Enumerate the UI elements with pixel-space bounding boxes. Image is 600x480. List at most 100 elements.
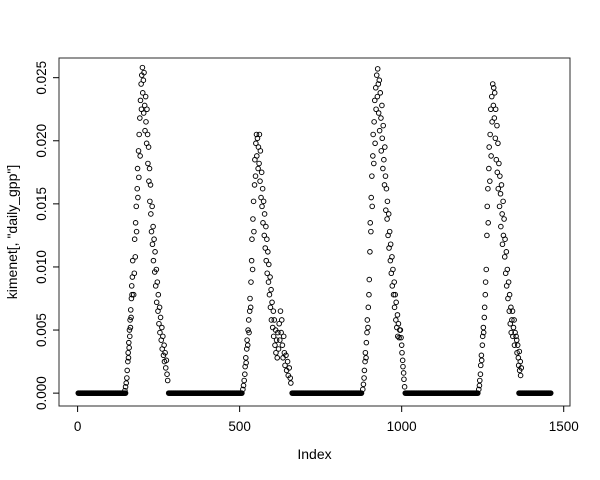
data-point — [390, 266, 396, 273]
data-point — [501, 216, 507, 222]
data-point — [147, 198, 153, 205]
data-point — [152, 249, 158, 255]
y-tick-label: 0.005 — [34, 313, 49, 347]
data-point — [260, 198, 267, 205]
data-point — [361, 375, 367, 381]
data-point — [365, 324, 371, 331]
y-tick-label: 0.020 — [34, 124, 49, 158]
data-point — [248, 257, 255, 264]
data-point — [370, 153, 376, 159]
data-point — [372, 97, 378, 104]
data-point — [491, 115, 498, 121]
data-point — [399, 349, 405, 356]
x-tick-label: 1000 — [387, 419, 417, 434]
data-point — [478, 352, 485, 359]
data-point — [164, 377, 171, 384]
data-point — [497, 173, 503, 179]
data-point — [547, 390, 554, 396]
data-point — [386, 228, 393, 235]
data-point — [385, 211, 392, 217]
data-point — [395, 320, 402, 327]
data-point — [243, 346, 250, 352]
data-point — [484, 203, 491, 210]
data-point — [269, 299, 275, 306]
data-point — [250, 198, 257, 205]
data-point — [162, 349, 168, 356]
data-point — [245, 327, 251, 333]
data-point — [159, 324, 165, 331]
data-point — [288, 380, 294, 386]
data-point — [270, 308, 277, 314]
data-point — [256, 131, 263, 138]
data-point — [245, 317, 252, 323]
data-point — [486, 144, 492, 150]
data-point — [156, 320, 162, 327]
data-point — [494, 122, 500, 129]
data-point — [139, 64, 146, 71]
data-point — [374, 66, 381, 72]
data-point — [379, 102, 385, 109]
data-point — [157, 329, 163, 336]
data-point — [364, 329, 370, 336]
data-point — [149, 241, 156, 248]
data-point — [149, 203, 155, 210]
data-point — [274, 355, 281, 361]
data-point — [240, 382, 247, 389]
data-point — [269, 324, 276, 331]
data-point — [150, 223, 156, 230]
data-point — [273, 337, 280, 343]
x-axis: 0 500 1000 1500 — [74, 406, 579, 434]
data-point — [490, 85, 497, 91]
data-point — [398, 334, 404, 341]
data-point — [278, 317, 285, 323]
data-point — [131, 236, 138, 242]
data-point — [142, 127, 148, 134]
data-point — [284, 358, 291, 365]
data-point — [137, 115, 143, 121]
data-point — [242, 371, 248, 377]
data-point — [401, 384, 408, 390]
data-point — [509, 317, 515, 323]
data-point — [150, 257, 157, 264]
data-point — [261, 232, 268, 239]
data-point — [369, 173, 375, 179]
data-point — [283, 352, 289, 359]
data-point — [278, 329, 284, 336]
data-point — [492, 135, 499, 142]
data-point — [135, 148, 142, 154]
data-point — [509, 308, 516, 314]
data-point — [276, 320, 282, 327]
data-point — [379, 135, 386, 142]
data-point — [371, 119, 377, 125]
data-point — [488, 93, 495, 100]
data-point — [280, 355, 286, 361]
data-point — [286, 365, 292, 371]
data-point — [485, 185, 491, 192]
data-point — [246, 329, 252, 336]
data-point — [502, 236, 508, 242]
data-point — [253, 140, 259, 147]
data-point — [275, 329, 281, 336]
data-point — [161, 342, 167, 348]
data-point — [513, 333, 519, 340]
data-point — [511, 342, 518, 348]
data-point — [481, 304, 488, 311]
data-point — [263, 257, 269, 264]
data-point — [395, 333, 401, 340]
data-point — [487, 178, 493, 184]
data-point — [375, 110, 382, 116]
data-point — [146, 165, 153, 172]
data-point — [247, 295, 253, 302]
data-point — [131, 270, 138, 277]
data-point — [282, 362, 288, 369]
data-point — [381, 156, 387, 163]
y-axis: 0.000 0.005 0.010 0.015 0.020 0.025 — [34, 61, 59, 410]
data-point — [363, 355, 369, 361]
data-point — [383, 207, 389, 213]
data-point — [266, 261, 272, 268]
x-axis-label: Index — [297, 446, 331, 462]
data-point — [377, 90, 384, 96]
data-point — [124, 367, 130, 374]
data-point — [160, 333, 166, 340]
